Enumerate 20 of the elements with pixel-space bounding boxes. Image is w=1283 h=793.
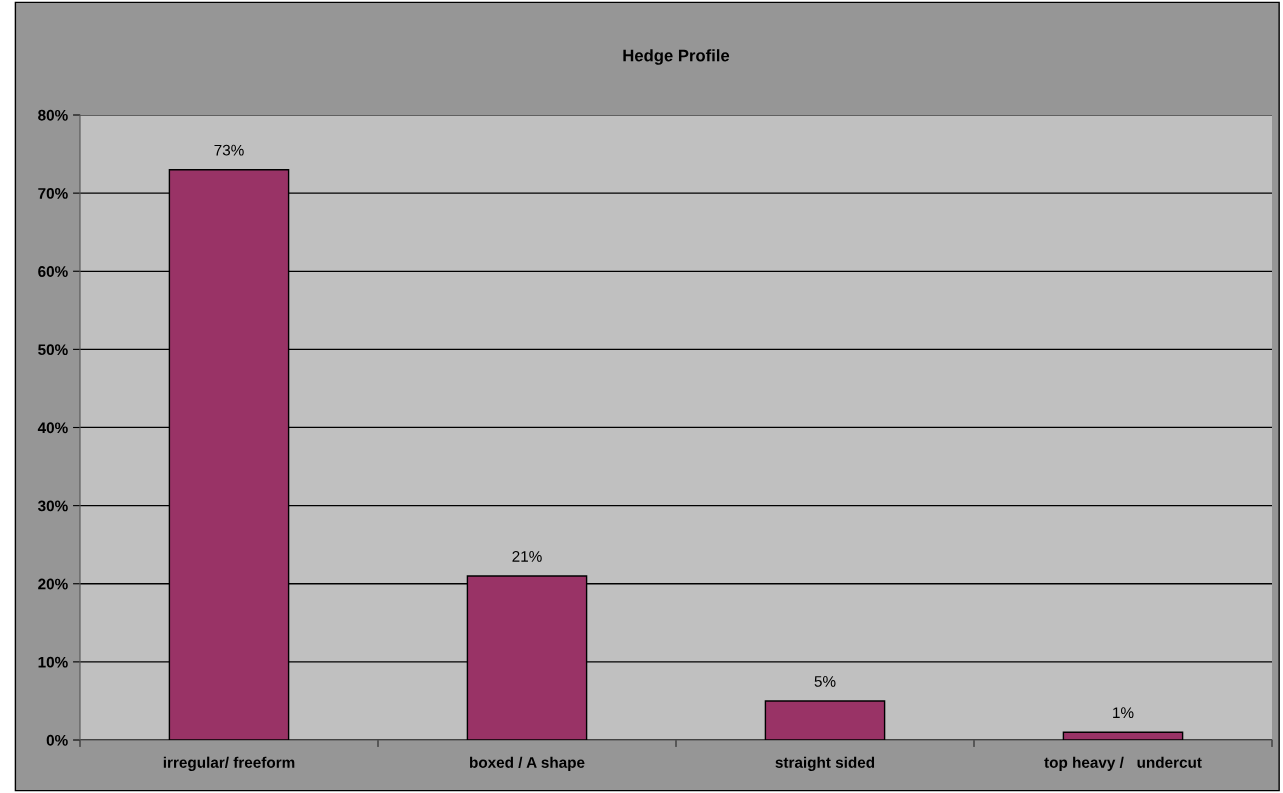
y-tick-label: 80% [38, 109, 68, 121]
data-label: 1% [1113, 707, 1134, 718]
x-tick-label: irregular/ freeform [163, 756, 295, 771]
data-label: 21% [512, 550, 542, 562]
y-tick-label: 20% [38, 578, 68, 590]
y-tick-label: 30% [37, 500, 68, 512]
bar [1062, 731, 1184, 740]
data-label: 5% [814, 676, 836, 687]
data-label: 73% [214, 144, 244, 156]
y-tick-label: 70% [38, 187, 68, 199]
x-tick-label: boxed / A shape [470, 756, 585, 771]
y-tick-label: 10% [38, 656, 68, 668]
y-tick-label: 40% [37, 422, 68, 434]
x-tick-label: top heavy / undercut [1044, 756, 1202, 771]
chart-title: Hedge Profile [623, 49, 730, 65]
y-tick-label: 50% [38, 344, 68, 356]
y-tick-label: 0% [46, 734, 68, 746]
x-tick-label: straight sided [775, 756, 875, 771]
bar [764, 700, 886, 740]
y-tick-label: 60% [38, 266, 68, 277]
